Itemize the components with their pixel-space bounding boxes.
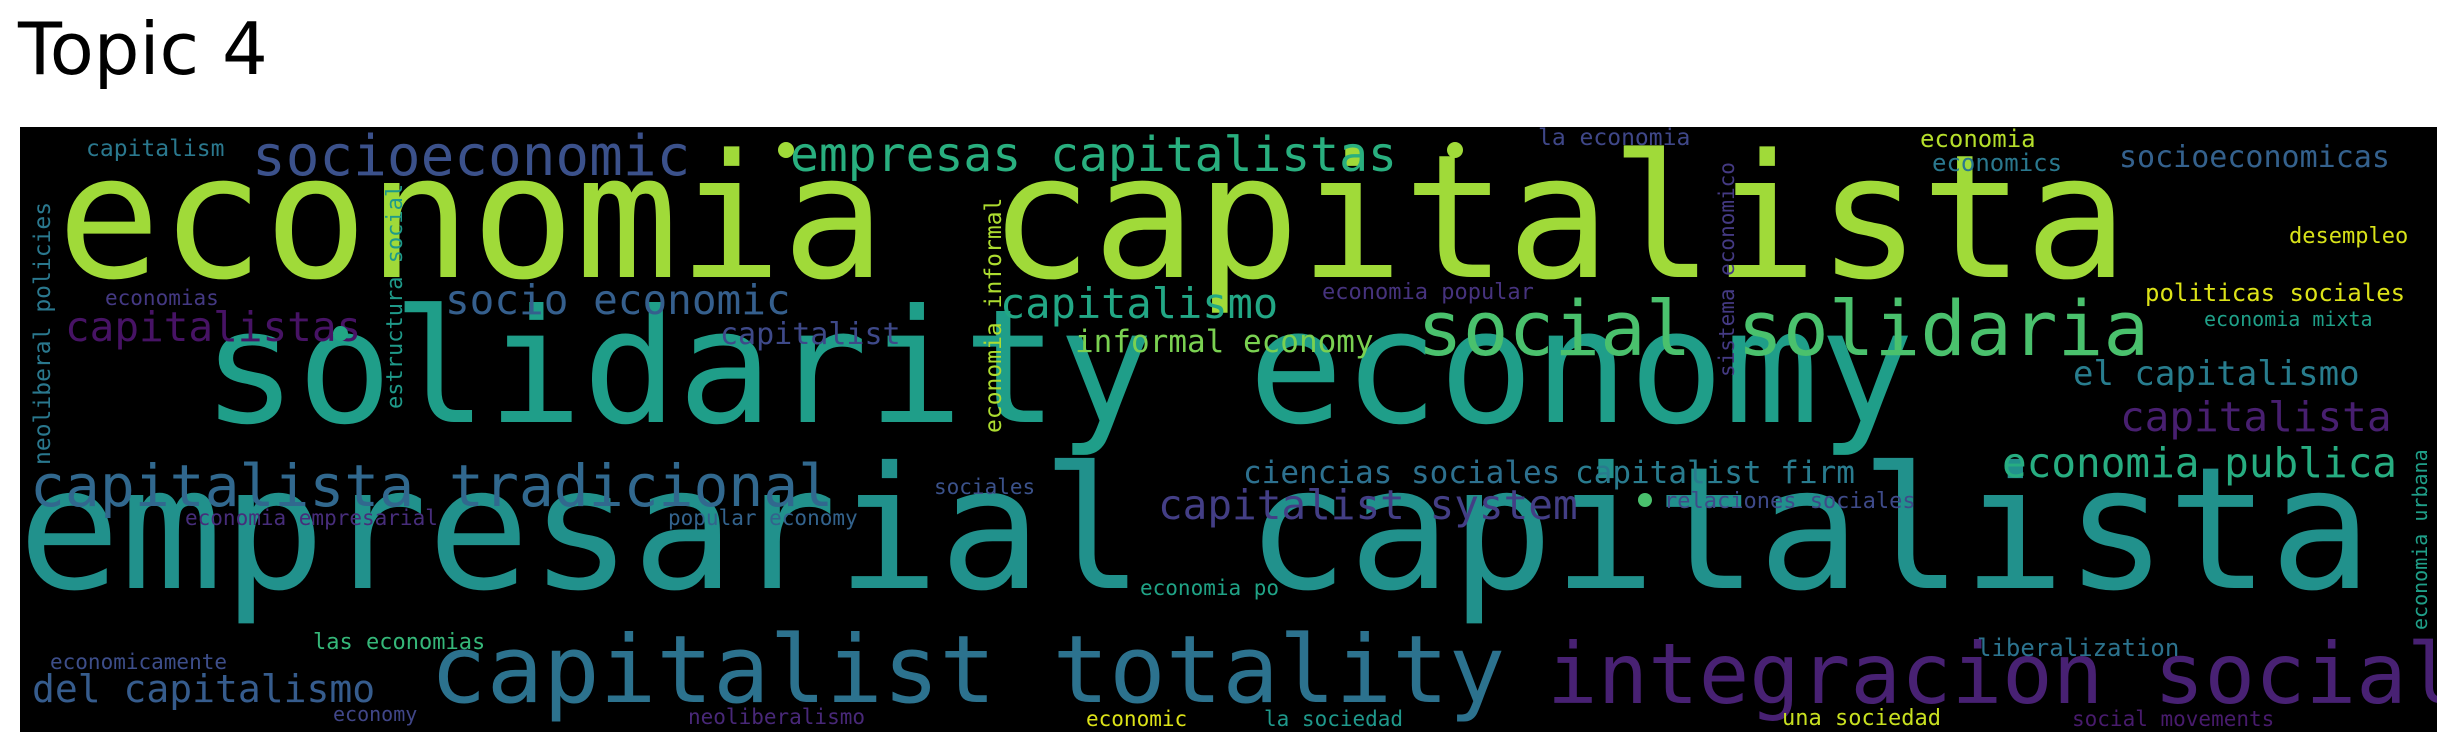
cloud-word: economia bbox=[1920, 127, 2036, 153]
cloud-word: relaciones sociales bbox=[1664, 489, 1916, 514]
cloud-word: capitalista tradicional bbox=[30, 452, 834, 520]
cloud-word: la sociedad bbox=[1264, 707, 1404, 731]
cloud-word: socioeconomic bbox=[252, 127, 691, 189]
cloud-word: social movements bbox=[2072, 707, 2275, 731]
cloud-word: economia popular bbox=[1322, 280, 1534, 305]
cloud-word: una sociedad bbox=[1782, 706, 1941, 731]
cloud-word: informal economy bbox=[1075, 324, 1374, 360]
cloud-word: economias bbox=[105, 286, 219, 310]
cloud-word: las economias bbox=[313, 630, 486, 655]
cloud-word: integracion social bbox=[1547, 625, 2437, 723]
cloud-word: ciencias sociales bbox=[1243, 455, 1561, 491]
cloud-dot bbox=[778, 142, 794, 158]
cloud-word: economia urbana bbox=[2408, 449, 2432, 630]
cloud-word: capitalism bbox=[86, 136, 225, 162]
cloud-word: social solidaria bbox=[1417, 284, 2150, 373]
cloud-dot bbox=[333, 326, 348, 341]
cloud-word: desempleo bbox=[2289, 224, 2409, 249]
cloud-word: capitalist bbox=[720, 317, 901, 352]
cloud-word: la economia bbox=[1538, 127, 1691, 151]
cloud-word: capitalist totality bbox=[430, 616, 1506, 725]
cloud-word: solidarity economy bbox=[202, 276, 1915, 460]
cloud-word: neoliberal policies bbox=[30, 201, 56, 465]
cloud-dot bbox=[1447, 142, 1463, 158]
cloud-word: estructura social bbox=[383, 183, 408, 409]
cloud-word: socioeconomicas bbox=[2119, 140, 2390, 175]
cloud-word: economia mixta bbox=[2204, 307, 2373, 331]
cloud-word: economia po bbox=[1140, 576, 1280, 600]
cloud-word: capitalista bbox=[2120, 393, 2392, 441]
cloud-word: capitalist firm bbox=[1575, 455, 1855, 491]
cloud-word: socio economic bbox=[445, 276, 791, 324]
cloud-word: empresas capitalistas bbox=[790, 127, 1397, 183]
cloud-word: economics bbox=[1932, 149, 2063, 177]
cloud-word: economia publica bbox=[2002, 439, 2397, 487]
cloud-word: sistema economico bbox=[1715, 162, 1739, 377]
cloud-word: empresarial capitalista bbox=[20, 431, 2373, 629]
page-title: Topic 4 bbox=[18, 7, 268, 91]
cloud-dot bbox=[1638, 493, 1652, 507]
cloud-word: economia capitalista bbox=[57, 127, 2129, 318]
cloud-word: el capitalismo bbox=[2073, 354, 2360, 394]
cloud-word: liberalization bbox=[1977, 634, 2180, 662]
cloud-word: capitalistas bbox=[65, 303, 362, 351]
cloud-word: economia empresarial bbox=[185, 506, 438, 530]
cloud-word: neoliberalismo bbox=[688, 705, 866, 729]
cloud-word: capitalismo bbox=[1000, 279, 1279, 328]
cloud-word: economic bbox=[1086, 707, 1188, 731]
cloud-word: economy bbox=[333, 702, 418, 726]
cloud-word: sociales bbox=[934, 475, 1036, 499]
word-cloud: economia capitalista solidarity economy … bbox=[20, 127, 2437, 732]
cloud-word: popular economy bbox=[668, 506, 858, 530]
cloud-word: del capitalismo bbox=[32, 667, 376, 711]
cloud-word: capitalist system bbox=[1158, 481, 1578, 529]
cloud-word: politicas sociales bbox=[2145, 279, 2406, 307]
cloud-word: economicamente bbox=[50, 650, 228, 674]
cloud-word: economia informal bbox=[981, 197, 1007, 433]
